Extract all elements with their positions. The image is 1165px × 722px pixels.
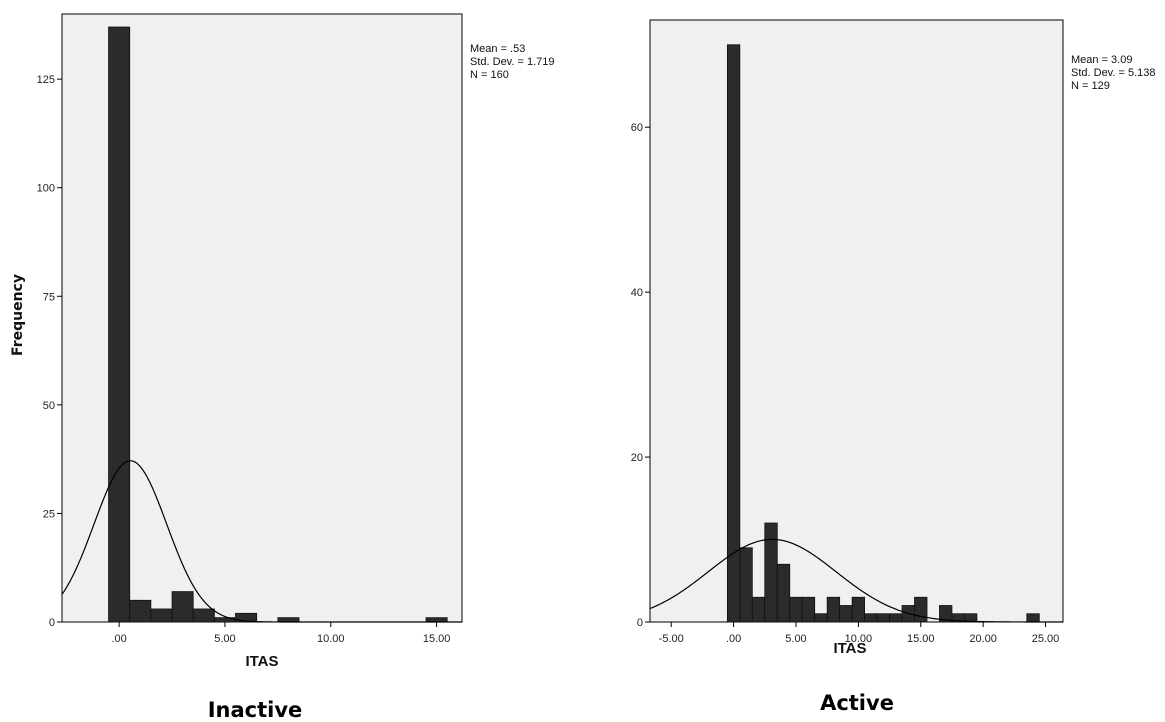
bar-active <box>1026 613 1040 623</box>
normal-curve-inactive <box>61 460 462 623</box>
bars-inactive <box>108 26 448 623</box>
y-tick-label-inactive: 0 <box>49 617 55 629</box>
histogram-inactive: .00 5.00 10.00 15.00 0 25 50 75 100 125 Mean = .5… <box>10 13 555 722</box>
x-tick-label-active: 25.00 <box>1032 633 1060 645</box>
stats-std-inactive: Std. Dev. = 1.719 <box>470 56 555 68</box>
y-tick-label-active: 60 <box>631 122 643 134</box>
bar-active <box>851 596 866 623</box>
x-tick-label-inactive: .00 <box>111 633 126 645</box>
y-tick-label-inactive: 50 <box>43 400 55 412</box>
bar-inactive <box>425 617 448 623</box>
x-tick-label-active: 20.00 <box>969 633 997 645</box>
x-tick-label-inactive: 10.00 <box>317 633 345 645</box>
y-tick-label-inactive: 100 <box>37 183 55 195</box>
bar-active <box>889 613 903 623</box>
x-axis-title-active: ITAS <box>833 640 866 657</box>
x-tick-label-inactive: 5.00 <box>214 633 235 645</box>
stats-n-active: N = 129 <box>1071 80 1110 92</box>
stats-mean-active: Mean = 3.09 <box>1071 54 1132 66</box>
y-tick-label-active: 0 <box>637 617 643 629</box>
ticks-active: -5.00 .00 5.00 10.00 15.00 20.00 25.00 0 20 40 60 <box>631 122 1060 645</box>
bar-active <box>839 605 853 623</box>
x-axis-title-inactive: ITAS <box>245 653 278 670</box>
y-tick-label-active: 40 <box>631 287 643 299</box>
x-tick-label-active: 15.00 <box>907 633 935 645</box>
ticks-inactive: .00 5.00 10.00 15.00 0 25 50 75 100 125 <box>37 74 451 645</box>
bar-active <box>739 547 753 623</box>
bar-active <box>964 613 978 623</box>
bar-active <box>864 613 878 623</box>
bar-active <box>801 596 816 623</box>
bar-active <box>776 563 791 623</box>
histogram-active: -5.00.00 5.00 10.00 15.00 20.00 25.000204060 … <box>631 19 1156 715</box>
stats-mean-inactive: Mean = .53 <box>470 43 525 55</box>
plot-area-active <box>649 19 1064 623</box>
caption-inactive: Inactive <box>208 698 303 722</box>
bar-inactive <box>171 591 194 623</box>
bar-active <box>826 596 841 623</box>
bar-active <box>814 613 828 623</box>
bar-inactive <box>129 599 152 623</box>
bar-inactive <box>277 617 300 623</box>
bar-inactive <box>192 608 215 623</box>
x-tick-label-active: .00 <box>726 633 741 645</box>
bar-active <box>876 613 890 623</box>
y-tick-label-inactive: 75 <box>43 291 55 303</box>
x-tick-label-active: -5.00 <box>659 633 684 645</box>
normal-curve-active <box>649 538 1063 623</box>
bar-inactive <box>150 608 173 623</box>
y-tick-label-inactive: 125 <box>37 74 55 86</box>
y-axis-title: Frequency <box>10 274 26 356</box>
y-tick-label-inactive: 25 <box>43 508 55 520</box>
caption-active: Active <box>820 691 894 715</box>
bar-active <box>726 44 741 623</box>
bar-inactive <box>108 26 131 623</box>
stats-n-inactive: N = 160 <box>470 69 509 81</box>
bar-active <box>789 596 803 623</box>
bar-active <box>914 596 928 623</box>
bar-active <box>764 522 778 623</box>
x-tick-label-active: 10.00 <box>845 633 873 645</box>
bar-inactive <box>235 612 258 623</box>
x-tick-label-inactive: 15.00 <box>423 633 451 645</box>
y-tick-label-active: 20 <box>631 452 643 464</box>
stats-std-active: Std. Dev. = 5.138 <box>1071 67 1156 79</box>
bars-active <box>726 44 1040 623</box>
bar-active <box>751 596 766 623</box>
x-tick-label-active: 5.00 <box>785 633 806 645</box>
